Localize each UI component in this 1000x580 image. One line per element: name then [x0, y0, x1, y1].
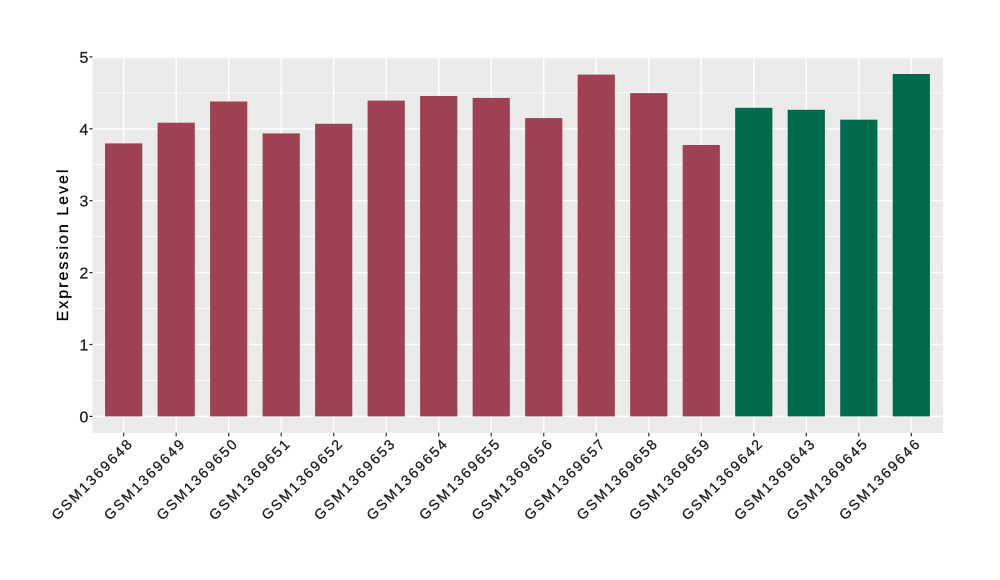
svg-text:5: 5	[80, 50, 89, 67]
svg-text:Expression Level: Expression Level	[55, 167, 72, 321]
svg-text:0: 0	[80, 409, 89, 426]
svg-text:2: 2	[80, 266, 89, 283]
svg-text:4: 4	[80, 122, 89, 139]
svg-text:1: 1	[80, 338, 89, 355]
svg-text:3: 3	[80, 194, 89, 211]
